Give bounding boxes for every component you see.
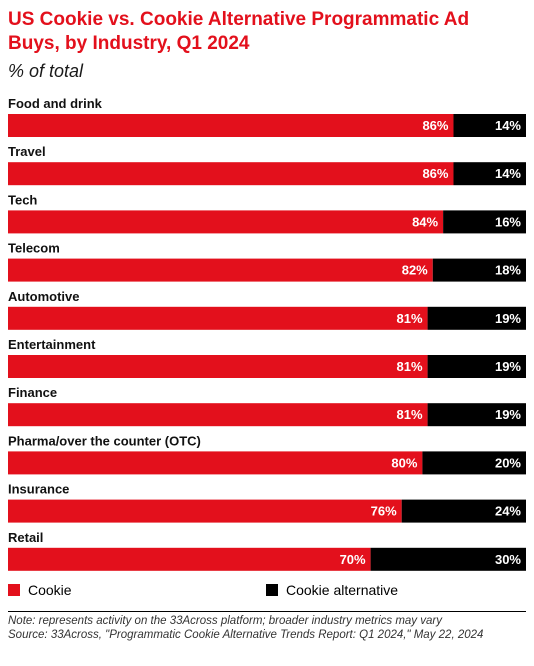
value-label-cookie-insurance: 76% [371,504,397,519]
bar-cookie-pharma-over-the-counter-otc [8,451,423,475]
bar-cookie-alternative-finance [427,403,526,427]
bar-cookie-telecom [8,258,433,282]
value-label-cookie-food-and-drink: 86% [422,118,448,133]
footer-divider [8,611,526,612]
category-label-automotive: Automotive [8,289,80,304]
category-label-entertainment: Entertainment [8,337,96,352]
value-label-cookie-alternative-retail: 30% [495,552,521,567]
value-label-cookie-finance: 81% [397,407,423,422]
bar-cookie-alternative-telecom [432,258,526,282]
legend-label-cookie-alternative: Cookie alternative [286,582,399,598]
legend-label-cookie: Cookie [28,582,72,598]
value-label-cookie-travel: 86% [422,166,448,181]
bar-cookie-alternative-food-and-drink [453,114,526,137]
bar-cookie-alternative-travel [453,162,526,186]
value-label-cookie-alternative-tech: 16% [495,214,521,229]
category-label-tech: Tech [8,192,37,207]
value-label-cookie-alternative-pharma-over-the-counter-otc: 20% [495,455,521,470]
value-label-cookie-tech: 84% [412,214,438,229]
bar-cookie-finance [8,403,428,427]
legend-swatch-cookie [8,584,20,596]
value-label-cookie-alternative-entertainment: 19% [495,359,521,374]
value-label-cookie-alternative-food-and-drink: 14% [495,118,521,133]
legend-swatch-cookie-alternative [266,584,278,596]
bar-cookie-alternative-retail [370,547,526,571]
stacked-bar-chart: Food and drink 86% 14% Travel 86% 14% Tech 84% 1… [8,96,526,571]
category-label-insurance: Insurance [8,482,69,497]
footnote: Note: represents activity on the 33Acros… [8,614,526,642]
bar-cookie-insurance [8,499,402,523]
legend-item-cookie: Cookie [8,582,72,598]
bar-cookie-tech [8,210,444,234]
value-label-cookie-automotive: 81% [397,311,423,326]
bar-cookie-alternative-pharma-over-the-counter-otc [422,451,526,475]
bar-cookie-alternative-tech [443,210,526,234]
category-label-finance: Finance [8,385,57,400]
value-label-cookie-pharma-over-the-counter-otc: 80% [391,455,417,470]
bar-cookie-alternative-automotive [427,306,526,330]
footnote-note: Note: represents activity on the 33Acros… [8,615,442,627]
chart-title: US Cookie vs. Cookie Alternative Program… [8,9,470,54]
value-label-cookie-alternative-automotive: 19% [495,311,521,326]
value-label-cookie-alternative-travel: 14% [495,166,521,181]
bar-cookie-automotive [8,306,428,330]
legend-item-cookie-alternative: Cookie alternative [266,582,398,598]
chart-subtitle: % of total [8,61,84,81]
category-label-food-and-drink: Food and drink [8,96,103,111]
category-label-travel: Travel [8,144,46,159]
bar-cookie-food-and-drink [8,114,454,137]
bar-cookie-entertainment [8,355,428,378]
value-label-cookie-alternative-insurance: 24% [495,504,521,519]
value-label-cookie-entertainment: 81% [397,359,423,374]
bar-cookie-retail [8,547,371,571]
value-label-cookie-telecom: 82% [402,263,428,278]
category-label-pharma-over-the-counter-otc: Pharma/over the counter (OTC) [8,433,201,448]
bar-cookie-travel [8,162,454,186]
bar-cookie-alternative-entertainment [427,355,526,378]
category-label-telecom: Telecom [8,241,60,256]
value-label-cookie-alternative-finance: 19% [495,407,521,422]
category-label-retail: Retail [8,530,43,545]
value-label-cookie-retail: 70% [340,552,366,567]
footnote-source: Source: 33Across, "Programmatic Cookie A… [8,629,484,641]
bar-cookie-alternative-insurance [401,499,526,523]
value-label-cookie-alternative-telecom: 18% [495,263,521,278]
